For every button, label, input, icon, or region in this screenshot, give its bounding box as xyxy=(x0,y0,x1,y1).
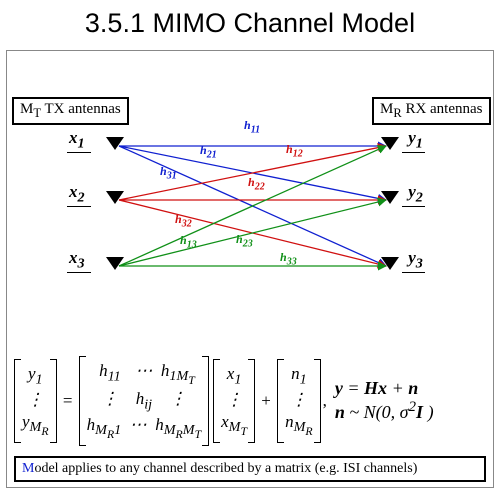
comma: , xyxy=(323,391,327,411)
eq-noise-dist: n ~ N(0, σ2I ) xyxy=(335,399,434,423)
gain-label: h13 xyxy=(180,233,197,250)
footer-note: Model applies to any channel described b… xyxy=(14,456,486,482)
matrix-equation: y1⋮yMR = h11⋯h1MT⋮hij⋮hMR1⋯hMRMT x1⋮xMT … xyxy=(12,356,488,446)
rx-antenna-3: y3 xyxy=(402,248,425,273)
gain-label: h12 xyxy=(286,142,303,159)
slide: 3.5.1 MIMO Channel Model MT TX antennas … xyxy=(0,0,500,500)
vector-n: n1⋮nMR xyxy=(277,359,321,442)
rx-antenna-1: y1 xyxy=(402,128,425,153)
gain-label: h32 xyxy=(175,212,192,229)
gain-label: h33 xyxy=(280,250,297,267)
equals-sign: = xyxy=(59,391,77,411)
gain-label: h22 xyxy=(248,175,265,192)
tx-antenna-2: x2 xyxy=(67,182,91,207)
eq-y-hx-n: y = Hx + n xyxy=(335,378,434,399)
gain-label: h11 xyxy=(244,118,260,135)
tx-antenna-3: x3 xyxy=(67,248,91,273)
equation-compact: y = Hx + n n ~ N(0, σ2I ) xyxy=(335,378,434,423)
vector-y: y1⋮yMR xyxy=(14,359,57,442)
plus-sign: + xyxy=(257,391,275,411)
gain-label: h31 xyxy=(160,164,177,181)
rx-antenna-2: y2 xyxy=(402,182,425,207)
matrix-h: h11⋯h1MT⋮hij⋮hMR1⋯hMRMT xyxy=(79,356,209,446)
gain-label: h21 xyxy=(200,143,217,160)
gain-label: h23 xyxy=(236,232,253,249)
tx-antenna-1: x1 xyxy=(67,128,91,153)
vector-x: x1⋮xMT xyxy=(213,359,255,442)
